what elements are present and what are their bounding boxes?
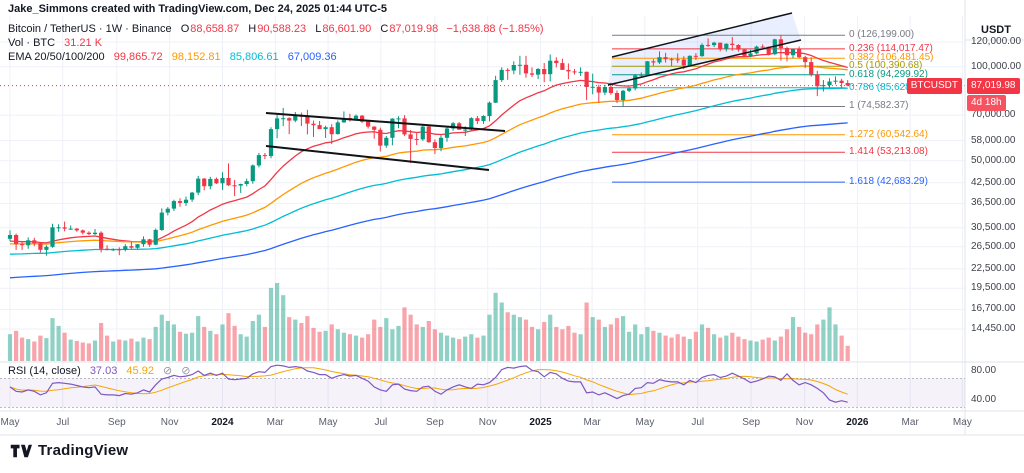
close-label: C — [380, 23, 389, 35]
time-axis-label[interactable]: May — [952, 417, 972, 428]
ema100-value: 85,806.61 — [229, 51, 279, 63]
rsi-value: 37.03 — [89, 365, 118, 377]
chart-legend: Bitcoin / TetherUS · 1W · Binance O88,65… — [8, 22, 544, 64]
open-label: O — [180, 23, 190, 35]
tradingview-logo-icon[interactable] — [10, 443, 32, 459]
time-axis-label[interactable]: Jul — [374, 417, 388, 428]
volume-legend-row: Vol · BTC 31.21 K — [8, 36, 544, 50]
time-axis-label[interactable]: Mar — [583, 417, 601, 428]
time-axis-label[interactable]: Jul — [691, 417, 705, 428]
symbol-price-flag: BTCUSDT — [906, 77, 962, 94]
time-axis-label[interactable]: Jul — [56, 417, 70, 428]
price-axis-currency[interactable]: USDT — [981, 24, 1011, 36]
time-axis-label[interactable]: Sep — [425, 417, 444, 428]
tradingview-logo-text[interactable]: TradingView — [38, 442, 129, 459]
time-axis-label[interactable]: Sep — [742, 417, 761, 428]
time-axis-label[interactable]: Mar — [901, 417, 919, 428]
time-axis-label[interactable]: Nov — [160, 417, 179, 428]
time-axis-label[interactable]: 2024 — [211, 417, 234, 428]
bar-countdown-label: 4d 18h — [967, 94, 1006, 111]
high-label: H — [248, 23, 257, 35]
ema-label[interactable]: EMA 20/50/100/200 — [8, 51, 105, 63]
time-axis-label[interactable]: 2025 — [529, 417, 552, 428]
symbol-legend-row: Bitcoin / TetherUS · 1W · Binance O88,65… — [8, 22, 544, 36]
ema50-value: 98,152.81 — [171, 51, 221, 63]
time-axis-label[interactable]: Mar — [266, 417, 284, 428]
time-axis-label[interactable]: Nov — [795, 417, 814, 428]
ema200-value: 67,009.36 — [287, 51, 337, 63]
open-value: 88,658.87 — [190, 23, 240, 35]
high-value: 90,588.23 — [257, 23, 307, 35]
circle-slash-icon[interactable]: ⊘ — [163, 365, 173, 377]
ema20-value: 99,865.72 — [113, 51, 163, 63]
rsi-label[interactable]: RSI (14, close) — [8, 365, 81, 377]
time-axis-label[interactable]: May — [0, 417, 20, 428]
attribution-text: Jake_Simmons created with TradingView.co… — [8, 3, 388, 15]
last-price-label: 87,019.98 — [967, 77, 1020, 94]
time-axis-label[interactable]: May — [318, 417, 338, 428]
rsi-ma-value: 45.92 — [126, 365, 154, 377]
time-axis-label[interactable]: Sep — [107, 417, 126, 428]
close-value: 87,019.98 — [389, 23, 439, 35]
time-axis-label[interactable]: 2026 — [846, 417, 869, 428]
footer: TradingView — [10, 442, 128, 459]
rsi-legend-row: RSI (14, close) 37.03 45.92 ⊘ ⊘ — [8, 364, 191, 377]
ema-legend-row: EMA 20/50/100/200 99,865.72 98,152.81 85… — [8, 50, 544, 64]
circle-slash-icon[interactable]: ⊘ — [181, 365, 191, 377]
low-value: 86,601.90 — [322, 23, 372, 35]
volume-label[interactable]: Vol · BTC — [8, 37, 56, 49]
price-axis[interactable] — [966, 0, 1024, 435]
time-axis-label[interactable]: Nov — [478, 417, 497, 428]
low-label: L — [315, 23, 322, 35]
symbol-title[interactable]: Bitcoin / TetherUS · 1W · Binance — [8, 23, 172, 35]
volume-value: 31.21 K — [64, 37, 103, 49]
time-axis-label[interactable]: May — [635, 417, 655, 428]
change-value: −1,638.88 (−1.85%) — [446, 23, 544, 35]
